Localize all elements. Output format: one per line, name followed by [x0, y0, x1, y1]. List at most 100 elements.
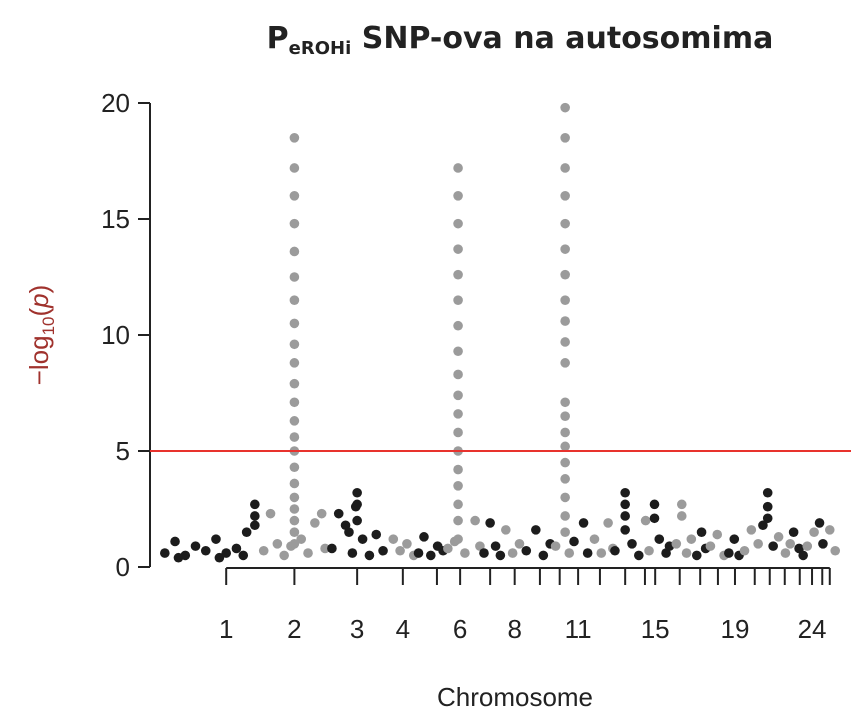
snp-point [560, 337, 570, 347]
x-tick-label: 15 [641, 614, 670, 644]
snp-point [560, 511, 570, 521]
snp-point [762, 487, 773, 498]
snp-point [824, 525, 835, 535]
y-label-sub: 10 [39, 317, 58, 336]
x-tick-label: 11 [565, 614, 592, 644]
snp-point [634, 550, 644, 561]
snp-point [279, 550, 289, 561]
snp-point [550, 541, 561, 551]
title-rest: SNP-ova na autosomima [351, 21, 773, 56]
snp-point [681, 548, 692, 558]
snp-point [289, 246, 300, 257]
snp-point [344, 527, 354, 537]
snp-point [289, 504, 300, 514]
snp-point [560, 358, 570, 368]
snp-point [654, 534, 665, 544]
snp-point [560, 244, 570, 254]
snp-point [560, 427, 570, 438]
snp-point [289, 462, 300, 473]
snp-point [589, 534, 600, 544]
snp-point [470, 515, 480, 526]
snp-point [453, 320, 463, 331]
snp-point [696, 527, 707, 537]
snp-point [453, 464, 463, 475]
snp-point [691, 550, 702, 561]
snp-point [603, 518, 613, 528]
snp-point [560, 492, 570, 503]
snp-point [560, 411, 570, 422]
snp-point [320, 543, 330, 554]
y-tick-label: 0 [116, 552, 130, 582]
snp-point [289, 416, 300, 426]
x-tick-label: 1 [219, 614, 233, 644]
snp-point [310, 518, 320, 528]
snp-point [712, 529, 723, 540]
snp-point [200, 545, 211, 556]
snp-point [560, 133, 570, 143]
snp-point [170, 536, 180, 547]
x-tick-label: 3 [350, 614, 364, 644]
snp-point [768, 541, 778, 551]
snp-point [460, 548, 470, 558]
y-label-open: ( [24, 308, 54, 317]
snp-point [620, 487, 630, 498]
snp-point [564, 548, 575, 558]
snp-point [507, 548, 518, 558]
y-tick-label: 5 [116, 436, 130, 466]
snp-point [560, 474, 570, 484]
snp-point [289, 492, 300, 503]
snp-point [560, 441, 570, 452]
snp-point [785, 539, 796, 549]
snp-point [289, 515, 300, 526]
snp-point [560, 527, 570, 537]
snp-point [762, 501, 773, 512]
y-label-var: p [24, 293, 54, 308]
snp-point [514, 539, 525, 549]
snp-point [316, 508, 327, 519]
snp-point [265, 508, 276, 519]
snp-point [569, 536, 579, 547]
x-tick-label: 8 [507, 614, 521, 644]
snp-point [560, 191, 570, 201]
x-tick-label: 2 [287, 614, 301, 644]
snp-point [347, 548, 358, 558]
snp-point [578, 518, 589, 528]
snp-point [676, 499, 687, 510]
snp-point [160, 548, 170, 558]
snp-point [426, 550, 436, 561]
title-main: P [267, 21, 289, 56]
snp-point [560, 269, 570, 280]
snp-point [758, 520, 768, 531]
snp-point [453, 481, 463, 491]
snp-point [388, 534, 399, 544]
snp-point [289, 318, 300, 329]
snp-point [560, 163, 570, 173]
y-label-close: ) [24, 285, 54, 294]
snp-point [809, 527, 819, 537]
snp-point [531, 525, 541, 535]
snp-point [289, 272, 300, 282]
snp-point [190, 541, 201, 551]
snp-point [560, 102, 570, 113]
snp-point [296, 534, 307, 544]
snp-point [453, 534, 463, 544]
snp-point [521, 545, 532, 556]
snp-point [289, 133, 300, 143]
snp-point [485, 518, 495, 528]
snp-point [453, 427, 463, 438]
snp-point [371, 529, 382, 540]
snp-point [211, 534, 221, 544]
y-axis-label: −log10(p) [24, 285, 58, 386]
snp-point [289, 218, 300, 229]
snp-point [676, 511, 687, 521]
snp-point [289, 339, 300, 350]
snp-point [402, 539, 412, 549]
snp-point [238, 550, 249, 561]
snp-point [671, 539, 682, 549]
snp-point [610, 545, 620, 556]
snp-point [780, 548, 791, 558]
snp-point [364, 550, 375, 561]
snp-point [649, 499, 660, 510]
snp-point [289, 527, 300, 537]
snp-point [413, 548, 424, 558]
